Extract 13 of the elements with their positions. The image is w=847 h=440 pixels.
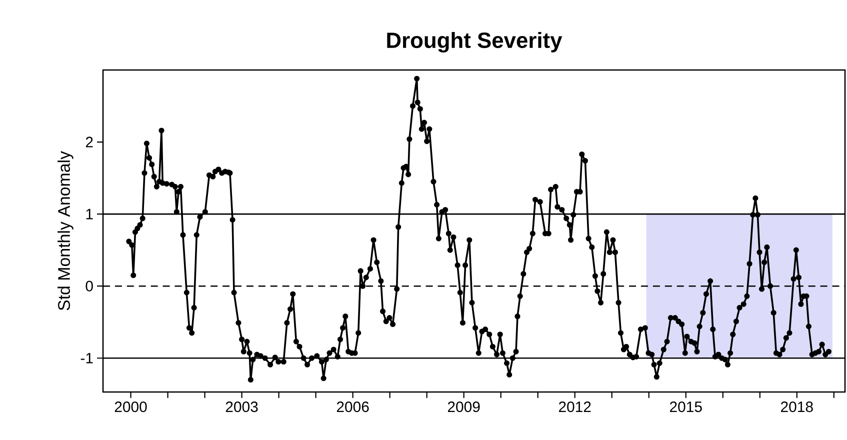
x-tick-label: 2009	[448, 402, 480, 412]
y-tick-label: 1	[86, 208, 93, 220]
x-tick-label: 2000	[114, 402, 147, 412]
x-tick-label: 2015	[670, 402, 702, 412]
x-tick-label: 2018	[781, 402, 813, 412]
y-tick-label: -1	[80, 352, 93, 364]
x-tick-label: 2012	[558, 402, 591, 412]
x-tick-label: 2003	[226, 402, 258, 412]
y-tick-label: 0	[86, 280, 93, 292]
y-tick-label: 2	[86, 136, 93, 148]
x-tick-label: 2006	[336, 402, 369, 412]
chart-title: Drought Severity	[387, 32, 562, 52]
y-axis-title: Std Monthly Anomaly	[58, 151, 74, 310]
